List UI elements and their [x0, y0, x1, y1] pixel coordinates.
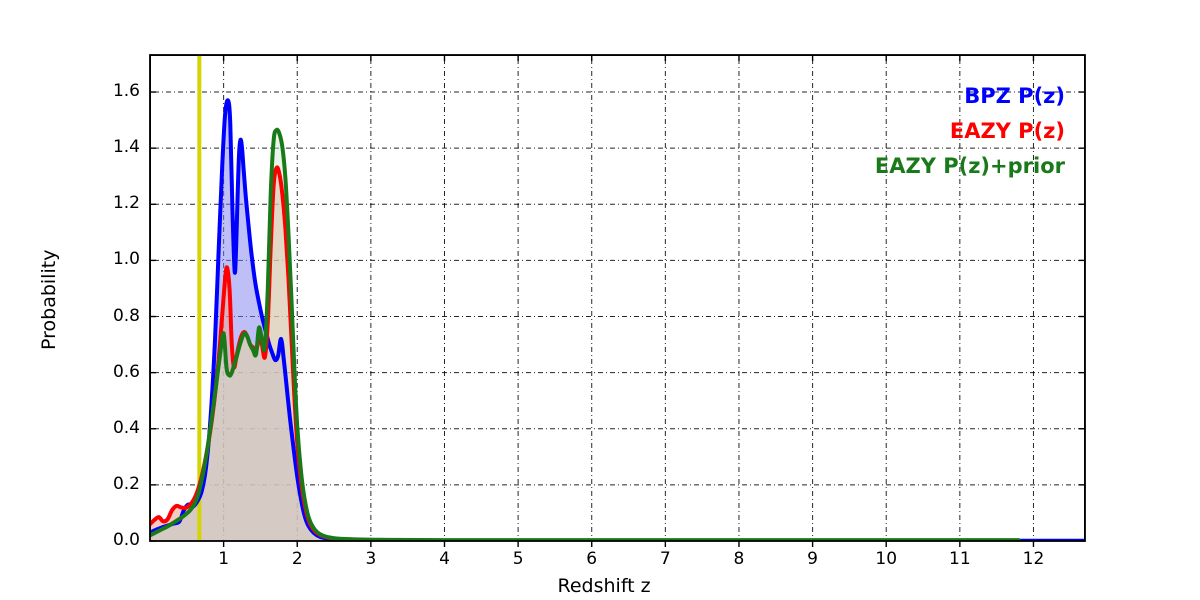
x-tick-label: 10 [875, 549, 898, 569]
x-tick-label: 5 [512, 549, 524, 569]
series-fill-2 [150, 167, 1019, 541]
y-axis-title: Probability [38, 249, 60, 350]
x-tick-label: 2 [291, 549, 303, 569]
legend-entry-1: BPZ P(z) [964, 84, 1065, 108]
x-tick-label: 6 [586, 549, 598, 569]
x-tick-label: 3 [365, 549, 377, 569]
legend-entry-3: EAZY P(z)+prior [874, 154, 1065, 178]
y-tick-label: 1.6 [112, 81, 140, 102]
y-tick-label: 1.2 [112, 193, 140, 214]
x-tick-label: 7 [659, 549, 671, 569]
plot-area [150, 55, 1085, 541]
y-tick-label: 0.2 [112, 473, 140, 494]
x-tick-label: 9 [807, 549, 818, 569]
x-tick-label: 1 [218, 549, 230, 569]
x-axis-title: Redshift z [557, 575, 651, 597]
y-tick-label: 1.0 [112, 249, 140, 270]
y-tick-label: 0.8 [112, 305, 140, 326]
y-tick-label: 0.0 [112, 530, 140, 550]
y-tick-label: 0.4 [112, 417, 140, 438]
series-fill-3 [150, 129, 1019, 541]
x-tick-label: 12 [1022, 549, 1045, 569]
x-tick-label: 4 [439, 549, 450, 569]
y-tick-label: 1.4 [112, 137, 140, 158]
y-tick-label: 0.6 [112, 361, 140, 382]
x-tick-label: 8 [733, 549, 745, 569]
plot-frame [149, 54, 1086, 542]
x-tick-label: 11 [949, 549, 971, 569]
series-line-3 [150, 127, 1021, 541]
series-group [150, 55, 1085, 541]
legend-entry-2: EAZY P(z) [949, 119, 1065, 143]
